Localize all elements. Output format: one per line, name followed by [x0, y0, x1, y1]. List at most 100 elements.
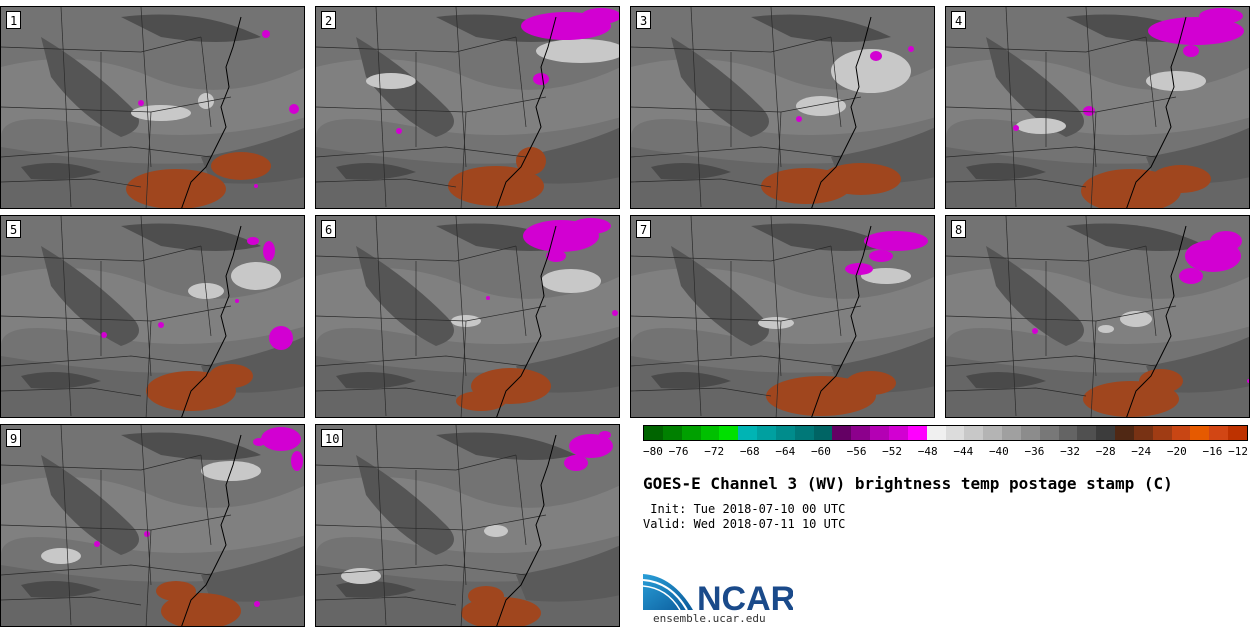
cold-cloud-top-area — [253, 438, 265, 446]
colorbar-swatch — [700, 426, 720, 440]
member-number: 4 — [951, 11, 967, 29]
warm-brightness-area — [516, 147, 546, 175]
colorbar-tick-label: −60 — [811, 445, 831, 458]
colorbar-swatch — [1152, 426, 1172, 440]
init-time: Init: Tue 2018-07-10 00 UTC — [643, 502, 846, 516]
postage-stamp-panel: 9 — [0, 424, 305, 627]
colorbar-tick-label: −76 — [668, 445, 689, 458]
member-number: 9 — [6, 429, 22, 447]
light-moisture-area — [231, 262, 281, 290]
colorbar-tick-label: −68 — [739, 445, 760, 458]
colorbar-swatch — [945, 426, 965, 440]
colorbar-swatch — [907, 426, 927, 440]
colorbar-tick-label: −32 — [1060, 445, 1080, 458]
cold-cloud-top-area — [158, 322, 164, 328]
colorbar-swatch — [1171, 426, 1191, 440]
cold-cloud-top-area — [1148, 17, 1244, 45]
light-moisture-area — [541, 269, 601, 293]
warm-brightness-area — [126, 169, 226, 208]
member-number: 3 — [636, 11, 652, 29]
warm-brightness-area — [1139, 369, 1183, 393]
cold-cloud-top-area — [870, 51, 882, 61]
postage-stamp-panel: 6 — [315, 215, 620, 418]
light-moisture-area — [198, 93, 214, 109]
cold-cloud-top-area — [864, 231, 928, 251]
colorbar-ticks: −80 −76 −72 −68 −64 −60 −56 −52 −48 −44 −40 −36 −32 −… — [643, 445, 1248, 461]
cold-cloud-top-area — [247, 237, 259, 245]
warm-brightness-area — [448, 166, 544, 206]
cold-cloud-top-area — [254, 184, 258, 188]
colorbar-swatch — [1058, 426, 1078, 440]
cold-cloud-top-area — [1013, 125, 1019, 131]
cold-cloud-top-area — [612, 310, 618, 316]
colorbar-tick-label: −64 — [775, 445, 796, 458]
light-moisture-area — [131, 105, 191, 121]
valid-time: Valid: Wed 2018-07-11 10 UTC — [643, 517, 846, 531]
colorbar-tick-label: −40 — [988, 445, 1009, 458]
member-number: 1 — [6, 11, 22, 29]
warm-brightness-area — [468, 586, 504, 606]
cold-cloud-top-area — [396, 128, 402, 134]
warm-brightness-area — [211, 152, 271, 180]
postage-stamp-panel: 8 — [945, 215, 1250, 418]
cold-cloud-top-area — [908, 46, 914, 52]
cold-cloud-top-area — [235, 299, 239, 303]
cold-cloud-top-area — [261, 427, 301, 451]
cold-cloud-top-area — [564, 455, 588, 471]
member-number: 2 — [321, 11, 337, 29]
colorbar-swatch — [738, 426, 758, 440]
colorbar-tick-label: −36 — [1024, 445, 1045, 458]
colorbar-swatch — [926, 426, 946, 440]
cold-cloud-top-area — [1183, 45, 1199, 57]
ncar-logo: NCAR — [642, 570, 795, 618]
cold-cloud-top-area — [796, 116, 802, 122]
warm-brightness-area — [156, 581, 196, 601]
colorbar-swatch — [1115, 426, 1134, 440]
cold-cloud-top-area — [533, 73, 549, 85]
colorbar-tick-label: −48 — [917, 445, 938, 458]
figure-title: GOES-E Channel 3 (WV) brightness temp po… — [643, 474, 1173, 493]
colorbar-tick-label: −12 — [1228, 445, 1248, 458]
colorbar-swatch — [983, 426, 1003, 440]
warm-brightness-area — [846, 371, 896, 395]
colorbar-swatch — [1002, 426, 1021, 440]
colorbar — [643, 425, 1248, 441]
postage-stamp-panel: 7 — [630, 215, 935, 418]
colorbar-swatch — [681, 426, 701, 440]
colorbar-swatch — [1039, 426, 1059, 440]
colorbar-swatch — [1209, 426, 1229, 440]
colorbar-swatch — [1133, 426, 1153, 440]
colorbar-swatch — [888, 426, 908, 440]
colorbar-swatch — [794, 426, 814, 440]
postage-stamp-panel: 3 — [630, 6, 935, 209]
colorbar-tick-label: −52 — [882, 445, 903, 458]
colorbar-tick-label: −56 — [846, 445, 867, 458]
cold-cloud-top-area — [571, 218, 611, 234]
colorbar-swatch — [775, 426, 795, 440]
colorbar-tick-label: −80 — [643, 445, 663, 458]
website-url: ensemble.ucar.edu — [653, 612, 766, 625]
light-moisture-area — [41, 548, 81, 564]
light-moisture-area — [366, 73, 416, 89]
cold-cloud-top-area — [845, 263, 873, 275]
colorbar-swatch — [832, 426, 852, 440]
light-moisture-area — [796, 96, 846, 116]
cold-cloud-top-area — [1083, 106, 1095, 116]
colorbar-swatch — [644, 426, 663, 440]
postage-stamp-panel: 1 — [0, 6, 305, 209]
cold-cloud-top-area — [569, 434, 613, 458]
postage-stamp-panel: 2 — [315, 6, 620, 209]
light-moisture-area — [1146, 71, 1206, 91]
warm-brightness-area — [821, 163, 901, 195]
colorbar-swatch — [813, 426, 833, 440]
colorbar-tick-label: −20 — [1166, 445, 1187, 458]
cold-cloud-top-area — [263, 241, 275, 261]
cold-cloud-top-area — [869, 250, 893, 262]
colorbar-swatch — [1096, 426, 1116, 440]
svg-text:NCAR: NCAR — [697, 580, 793, 614]
warm-brightness-area — [209, 364, 253, 388]
cold-cloud-top-area — [254, 601, 260, 607]
cold-cloud-top-area — [262, 30, 270, 38]
member-number: 7 — [636, 220, 652, 238]
cold-cloud-top-area — [581, 8, 619, 24]
